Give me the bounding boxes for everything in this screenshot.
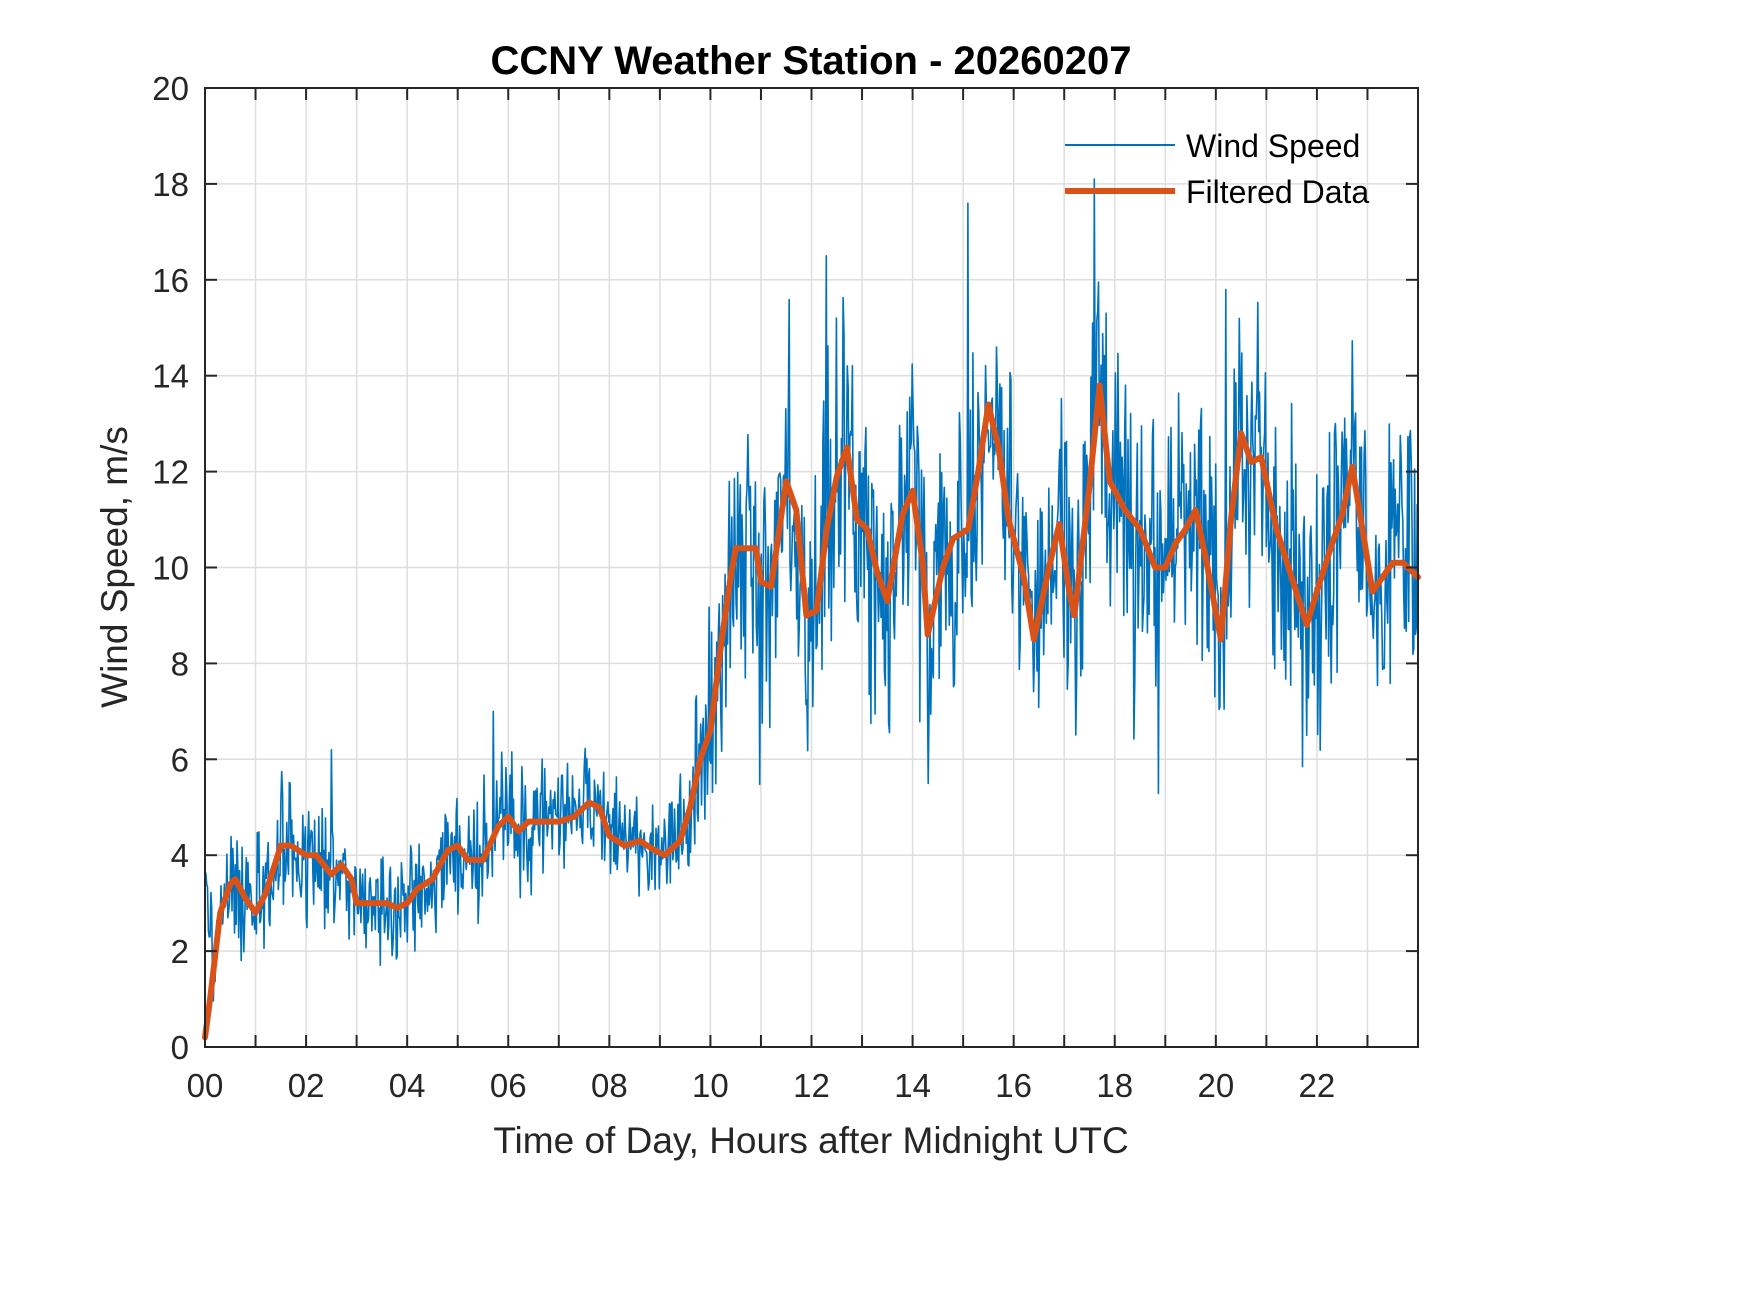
x-tick-label: 18 (1096, 1067, 1133, 1104)
x-tick-label: 00 (187, 1067, 224, 1104)
x-tick-label: 04 (389, 1067, 426, 1104)
y-tick-label: 4 (171, 837, 189, 874)
y-tick-label: 6 (171, 741, 189, 778)
series-line-filtered-data (202, 382, 1421, 1041)
x-tick-label: 06 (490, 1067, 527, 1104)
x-tick-label: 14 (894, 1067, 931, 1104)
y-tick-label: 2 (171, 933, 189, 970)
x-axis-label: Time of Day, Hours after Midnight UTC (493, 1120, 1128, 1161)
x-tick-label: 20 (1197, 1067, 1234, 1104)
x-tick-labels: 00 02 04 06 08 10 12 14 16 18 20 22 (187, 1067, 1336, 1104)
x-tick-label: 22 (1299, 1067, 1336, 1104)
plot-area (202, 178, 1421, 1041)
x-tick-label: 10 (692, 1067, 729, 1104)
y-tick-label: 20 (152, 70, 189, 107)
y-tick-label: 8 (171, 645, 189, 682)
x-tick-label: 08 (591, 1067, 628, 1104)
legend-label-filtered-data: Filtered Data (1186, 174, 1369, 210)
y-tick-label: 14 (152, 358, 189, 395)
y-axis-label: Wind Speed, m/s (94, 426, 135, 708)
x-tick-label: 16 (995, 1067, 1032, 1104)
series-line-wind-speed (204, 178, 1419, 1002)
x-tick-label: 12 (793, 1067, 830, 1104)
x-tick-label: 02 (288, 1067, 325, 1104)
y-tick-label: 12 (152, 454, 189, 491)
y-tick-label: 18 (152, 166, 189, 203)
chart-title: CCNY Weather Station - 20260207 (491, 39, 1132, 83)
y-tick-label: 10 (152, 550, 189, 587)
legend: Wind Speed Filtered Data (1065, 128, 1369, 210)
axis-ticks (204, 87, 1419, 1048)
legend-label-wind-speed: Wind Speed (1186, 128, 1360, 164)
y-tick-labels: 0 2 4 6 8 10 12 14 16 18 20 (152, 70, 189, 1066)
y-tick-label: 16 (152, 262, 189, 299)
y-tick-label: 0 (171, 1029, 189, 1066)
